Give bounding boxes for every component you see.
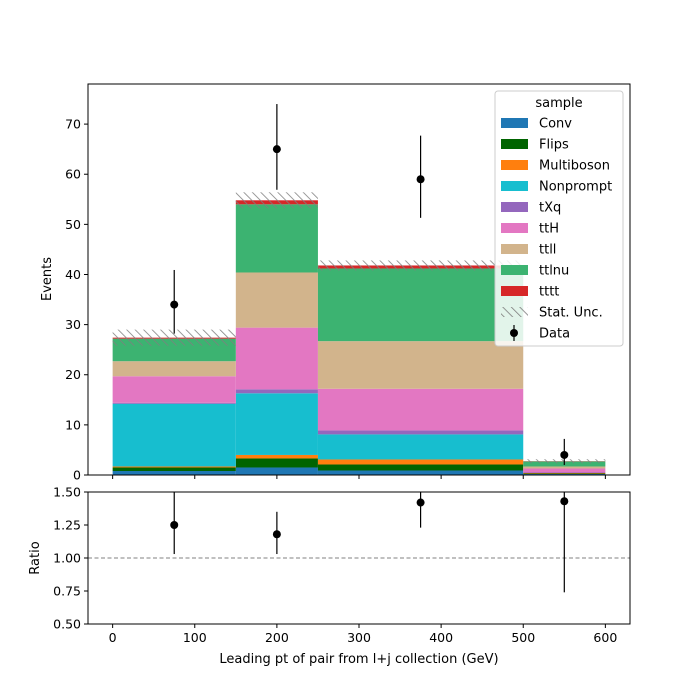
legend-label-data: Data xyxy=(539,327,570,342)
main-ytick-label: 40 xyxy=(65,267,81,282)
legend-label-stat-unc: Stat. Unc. xyxy=(539,306,603,321)
legend-swatch-nonprompt xyxy=(501,181,528,191)
bar-txq-bin-3 xyxy=(523,472,606,473)
legend-swatch-data xyxy=(510,329,518,337)
main-ytick-label: 60 xyxy=(65,167,81,182)
stat-unc-bin-1 xyxy=(235,192,318,209)
main-y-axis-label: Events xyxy=(40,257,55,301)
bar-ttlnu-bin-1 xyxy=(235,204,318,273)
x-axis-label: Leading pt of pair from l+j collection (… xyxy=(219,652,498,667)
bar-txq-bin-0 xyxy=(112,402,236,404)
legend-label-flips: Flips xyxy=(539,138,569,153)
bar-multiboson-bin-1 xyxy=(235,454,318,459)
bar-tth-bin-3 xyxy=(523,468,606,473)
ratio-point-1 xyxy=(272,530,281,539)
bar-conv-bin-1 xyxy=(235,467,318,475)
ratio-xtick-label: 400 xyxy=(429,630,453,645)
main-ytick-label: 50 xyxy=(65,217,81,232)
ratio-ytick-label: 1.00 xyxy=(53,551,81,566)
bar-conv-bin-2 xyxy=(317,470,524,475)
ratio-xtick-label: 500 xyxy=(511,630,535,645)
bar-flips-bin-0 xyxy=(112,467,236,471)
bar-ttlnu-bin-2 xyxy=(317,268,524,342)
ratio-plot: 0.50 0.75 1.00 1.25 1.50 0 100 200 300 400 500 600… xyxy=(28,485,631,667)
ratio-point-2 xyxy=(416,498,425,507)
ratio-ytick-label: 1.50 xyxy=(53,485,81,500)
ratio-xtick-label: 0 xyxy=(109,630,117,645)
bar-ttll-bin-1 xyxy=(235,272,318,328)
legend-swatch-tttt xyxy=(501,286,528,296)
bar-nonprompt-bin-1 xyxy=(235,393,318,455)
legend-title: sample xyxy=(535,96,582,111)
bar-multiboson-bin-0 xyxy=(112,466,236,468)
bar-conv-bin-3 xyxy=(523,473,606,475)
ratio-xtick-label: 600 xyxy=(593,630,617,645)
main-ytick-label: 20 xyxy=(65,367,81,382)
ratio-xtick-label: 300 xyxy=(347,630,371,645)
ratio-xtick-label: 200 xyxy=(265,630,289,645)
legend-swatch-tth xyxy=(501,223,528,233)
bar-txq-bin-2 xyxy=(317,430,524,435)
data-point-3 xyxy=(560,450,569,459)
bar-tth-bin-0 xyxy=(112,376,236,403)
legend: sample Conv Flips Multiboson Nonprompt tXq ttH… xyxy=(494,90,624,347)
ratio-xtick-label: 100 xyxy=(183,630,207,645)
main-ytick-label: 10 xyxy=(65,417,81,432)
bar-tth-bin-2 xyxy=(317,388,524,431)
bar-txq-bin-1 xyxy=(235,389,318,394)
legend-label-conv: Conv xyxy=(539,117,572,132)
legend-label-txq: tXq xyxy=(539,201,561,216)
legend-swatch-conv xyxy=(501,118,528,128)
ratio-ytick-label: 0.75 xyxy=(53,584,81,599)
ratio-point-0 xyxy=(170,521,179,529)
bar-ttll-bin-0 xyxy=(112,361,236,377)
legend-frame xyxy=(494,90,624,347)
legend-swatch-flips xyxy=(501,139,528,149)
ratio-ytick-label: 1.25 xyxy=(53,518,81,533)
bar-multiboson-bin-3 xyxy=(523,472,606,474)
stat-unc-bin-2 xyxy=(317,260,524,271)
bar-tth-bin-1 xyxy=(235,327,318,390)
legend-label-tttt: tttt xyxy=(539,285,559,300)
ratio-point-3 xyxy=(560,497,569,506)
legend-label-nonprompt: Nonprompt xyxy=(539,180,612,195)
ratio-ytick-label: 0.50 xyxy=(53,617,81,632)
legend-label-ttlnu: ttlnu xyxy=(539,264,569,279)
bar-nonprompt-bin-0 xyxy=(112,403,236,467)
bar-ttll-bin-2 xyxy=(317,341,524,389)
stat-unc-bin-0 xyxy=(112,329,236,346)
legend-swatch-ttll xyxy=(501,244,528,254)
legend-label-tth: ttH xyxy=(539,222,559,237)
bar-nonprompt-bin-2 xyxy=(317,434,524,460)
legend-label-ttll: ttll xyxy=(539,243,556,258)
bar-conv-bin-0 xyxy=(112,470,236,475)
bar-ttll-bin-3 xyxy=(523,466,606,469)
main-ytick-label: 0 xyxy=(73,468,81,483)
ratio-y-axis-label: Ratio xyxy=(28,541,43,574)
data-point-0 xyxy=(170,300,179,309)
legend-label-multiboson: Multiboson xyxy=(539,159,610,174)
bar-flips-bin-3 xyxy=(523,473,606,474)
bar-flips-bin-1 xyxy=(235,458,318,468)
main-ytick-label: 70 xyxy=(65,117,81,132)
legend-swatch-multiboson xyxy=(501,160,528,170)
main-ytick-label: 30 xyxy=(65,317,81,332)
bar-multiboson-bin-2 xyxy=(317,459,524,465)
legend-swatch-txq xyxy=(501,202,528,212)
bar-flips-bin-2 xyxy=(317,464,524,471)
data-point-2 xyxy=(416,175,425,184)
legend-swatch-stat-unc xyxy=(501,307,528,317)
legend-swatch-ttlnu xyxy=(501,265,528,275)
data-point-1 xyxy=(272,145,281,154)
main-plot: 0 10 20 30 40 50 60 70 Events xyxy=(40,83,631,483)
